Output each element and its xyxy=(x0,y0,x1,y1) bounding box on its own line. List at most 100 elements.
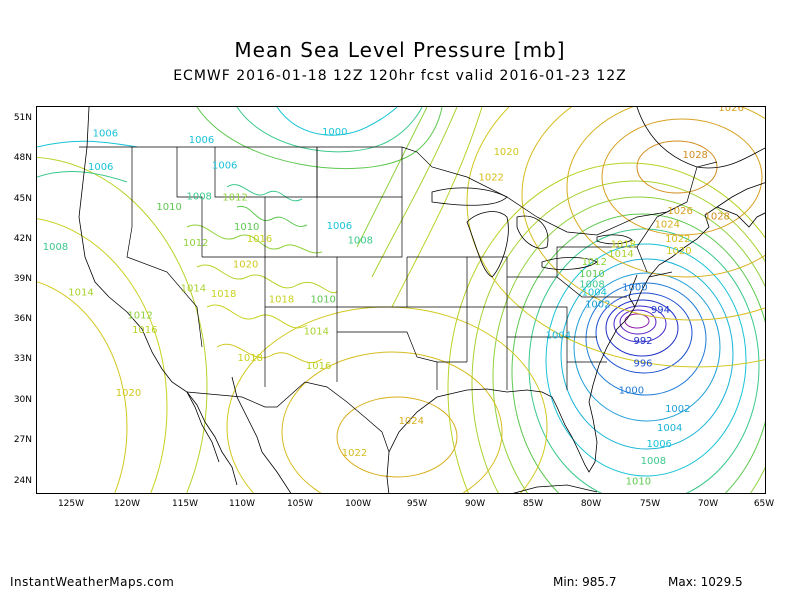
contour-line xyxy=(196,107,443,170)
state-border xyxy=(202,256,266,387)
contour-label: 1002 xyxy=(665,404,690,415)
contour-line xyxy=(216,343,323,364)
contour-line xyxy=(511,213,765,493)
contour-line xyxy=(466,107,765,368)
coastlines xyxy=(78,107,765,493)
contour-line xyxy=(226,306,548,493)
contour-line xyxy=(37,140,138,148)
contour-label: 1014 xyxy=(68,288,93,299)
lon-label: 120W xyxy=(113,499,141,509)
nova-scotia xyxy=(716,206,765,228)
contour-line xyxy=(619,309,657,335)
contour-label: 1006 xyxy=(646,439,671,450)
contour-line xyxy=(573,272,721,422)
lake-ontario xyxy=(596,234,633,245)
contour-label: 996 xyxy=(633,359,652,370)
contour-label: 1020 xyxy=(116,388,141,399)
contour-label: 1016 xyxy=(247,234,272,245)
gulf-california-coastline xyxy=(231,376,263,453)
lon-label: 70W xyxy=(697,499,719,509)
lake-michigan xyxy=(466,211,509,278)
lake-erie xyxy=(541,257,598,270)
lat-label: 39N xyxy=(13,274,32,284)
lon-label: 115W xyxy=(171,499,199,509)
lon-label: 95W xyxy=(406,499,428,509)
contour-line xyxy=(601,118,763,236)
contour-line xyxy=(37,171,128,183)
min-value: Min: 985.7 xyxy=(553,575,617,589)
mexico-coastline xyxy=(261,451,292,493)
contour-label: 1008 xyxy=(348,236,373,247)
us-canada-border xyxy=(79,146,718,236)
lake-huron xyxy=(516,215,549,249)
lon-label: 110W xyxy=(228,499,256,509)
lon-label: 85W xyxy=(522,499,544,509)
contour-line xyxy=(391,107,483,308)
map-subtitle: ECMWF 2016-01-18 12Z 120hr fcst valid 20… xyxy=(173,68,627,84)
contour-label: 1000 xyxy=(622,282,647,293)
contour-line xyxy=(560,258,734,450)
contour-label: 1006 xyxy=(212,161,237,172)
contour-label: 1022 xyxy=(478,173,503,184)
state-borders xyxy=(79,146,718,453)
contour-label: 1010 xyxy=(234,222,259,233)
state-border xyxy=(507,306,568,390)
source-credit[interactable]: InstantWeatherMaps.com xyxy=(10,575,175,589)
contour-label: 1004 xyxy=(582,288,607,299)
contour-label: 1004 xyxy=(546,331,571,342)
state-border xyxy=(316,147,403,198)
contour-label: 1010 xyxy=(579,269,604,280)
contour-line xyxy=(236,107,423,153)
contour-label: 1008 xyxy=(43,242,68,253)
state-border xyxy=(265,197,318,258)
lon-label: 125W xyxy=(57,499,85,509)
map-title: Mean Sea Level Pressure [mb] xyxy=(234,38,566,62)
lon-label: 65W xyxy=(753,499,775,509)
lat-label: 27N xyxy=(13,435,32,445)
contour-label: 1018 xyxy=(237,353,262,364)
contour-label: 1028 xyxy=(682,150,707,161)
lat-label: 51N xyxy=(13,113,32,123)
contour-label: 1010 xyxy=(310,294,335,305)
contour-label: 1008 xyxy=(186,191,211,202)
contour-line xyxy=(566,107,765,278)
contour-label: 1014 xyxy=(181,284,206,295)
contour-label: 1018 xyxy=(611,240,636,251)
contour-label: 1004 xyxy=(657,423,682,434)
contour-label: 1016 xyxy=(132,325,157,336)
contour-line xyxy=(196,264,338,294)
contour-label: 1008 xyxy=(641,456,666,467)
state-border xyxy=(507,276,627,298)
state-border xyxy=(337,197,403,258)
lon-label: 100W xyxy=(344,499,372,509)
atlantic-coastline xyxy=(592,182,765,386)
contour-line xyxy=(37,281,128,493)
contour-label: 1026 xyxy=(718,107,743,114)
max-value: Max: 1029.5 xyxy=(668,575,743,589)
contour-line xyxy=(226,184,303,202)
contour-label: 1012 xyxy=(222,193,247,204)
state-border xyxy=(407,256,468,362)
contour-label: 1020 xyxy=(233,260,258,271)
contour-line xyxy=(276,107,398,136)
lon-label: 105W xyxy=(286,499,314,509)
contour-label: 1028 xyxy=(704,211,729,222)
contour-label: 1020 xyxy=(494,147,519,158)
state-border xyxy=(436,361,467,390)
cuba-coastline xyxy=(512,484,598,493)
chesapeake xyxy=(628,274,638,308)
state-border xyxy=(467,256,508,307)
state-border xyxy=(176,147,203,257)
pressure-map[interactable]: 1006 1006 1000 1006 1006 1008 1012 1010 1010 1016… xyxy=(36,106,766,494)
lat-label: 30N xyxy=(13,395,32,405)
contour-line xyxy=(206,304,308,329)
lon-label: 75W xyxy=(639,499,661,509)
lat-label: 33N xyxy=(13,354,32,364)
contour-line xyxy=(605,299,679,357)
lon-label: 90W xyxy=(464,499,486,509)
contour-line xyxy=(471,180,765,493)
contour-line xyxy=(492,196,765,493)
contour-line xyxy=(281,351,503,493)
